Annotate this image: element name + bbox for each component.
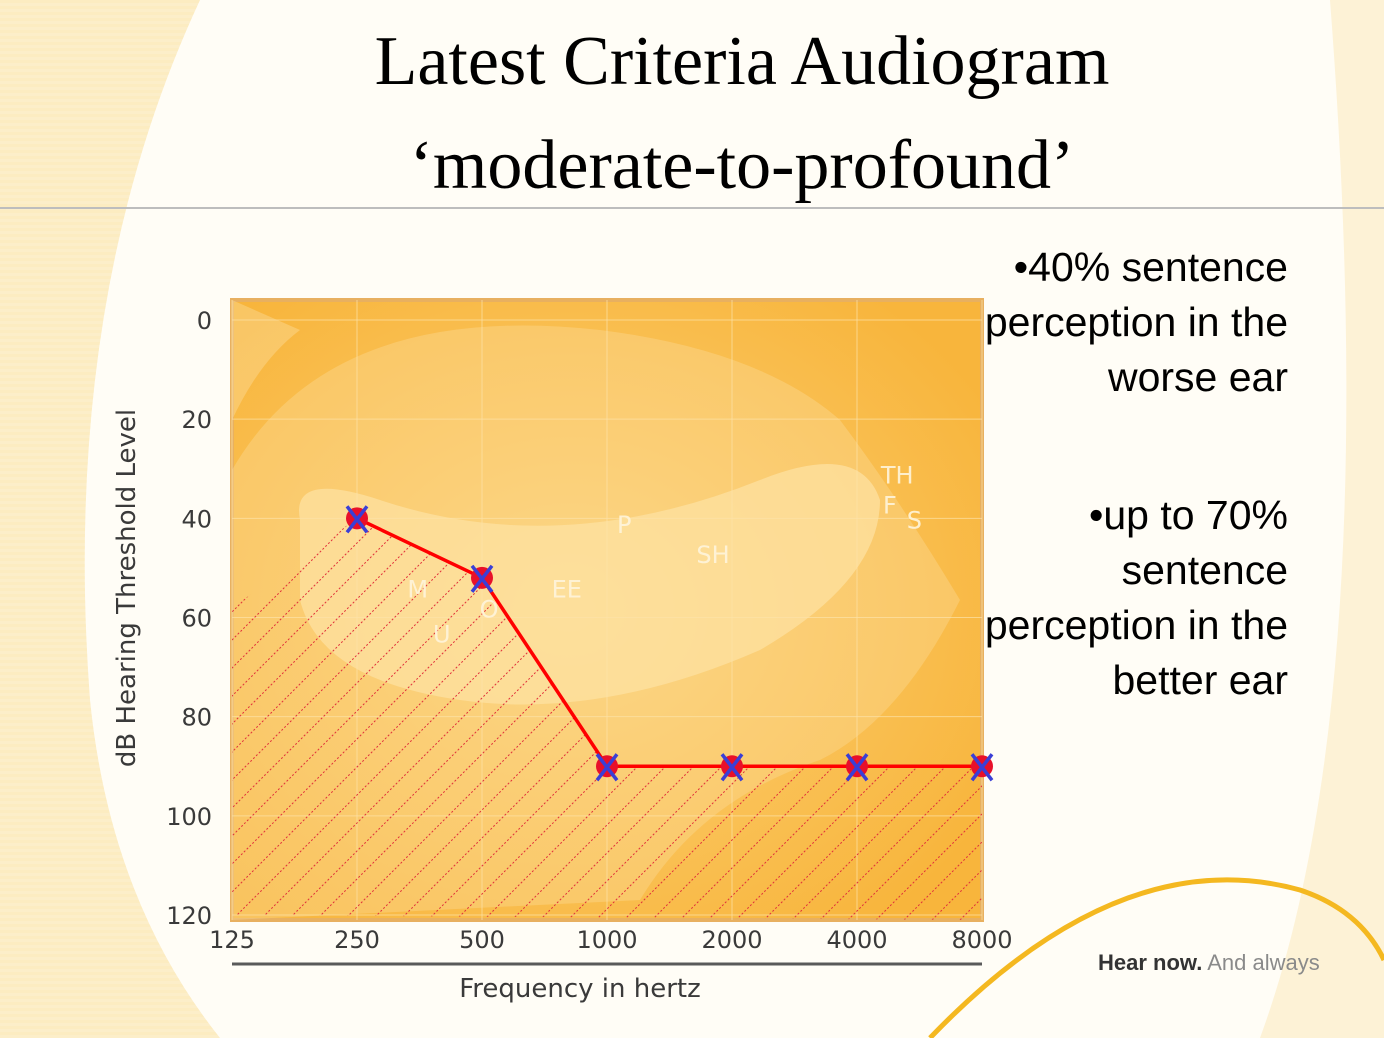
hatch-line	[287, 518, 939, 920]
x-tick-label: 250	[334, 926, 380, 954]
data-point-x	[970, 753, 994, 782]
brand-arc	[928, 877, 1384, 1038]
hatched-region	[0, 270, 1384, 920]
y-tick-label: 120	[166, 902, 212, 930]
speech-label: EE	[552, 576, 582, 604]
hatch-line	[343, 518, 982, 920]
hatch-line	[232, 518, 855, 920]
threshold-series	[345, 505, 994, 782]
data-point-x	[720, 753, 744, 782]
hatch-line	[763, 518, 982, 920]
hatch-line	[427, 518, 982, 920]
hatch-line	[232, 518, 827, 920]
data-point-x	[345, 505, 369, 534]
data-point-x	[470, 564, 494, 593]
data-point	[345, 505, 369, 534]
hatch-line	[707, 518, 982, 920]
y-axis-label: dB Hearing Threshold Level	[112, 409, 142, 767]
threshold-line	[356, 516, 982, 768]
data-point	[845, 753, 869, 782]
data-point	[470, 564, 494, 593]
grid-lines	[231, 300, 983, 920]
hatch-line	[483, 518, 982, 920]
hatch-line	[931, 518, 982, 920]
speech-label: TH	[880, 462, 914, 490]
speech-label: P	[617, 511, 631, 539]
hatch-line	[259, 518, 911, 920]
speech-label: U	[433, 620, 451, 648]
hatch-line	[1044, 270, 1384, 920]
hatch-line	[511, 518, 982, 920]
x-tick-label: 125	[209, 926, 255, 954]
data-point	[595, 753, 619, 782]
hatch-line	[455, 518, 982, 920]
data-point	[720, 753, 744, 782]
bullet-worse-ear: •40% sentence perception in the worse ea…	[984, 244, 1288, 400]
hatch-line	[232, 518, 799, 920]
hatch-line	[371, 518, 982, 920]
slide-title-line2: ‘moderate-to-profound’	[409, 127, 1075, 204]
hatch-line	[315, 518, 967, 920]
hatch-line	[988, 270, 1384, 920]
hatch-line	[595, 518, 982, 920]
y-tick-label: 40	[181, 505, 212, 533]
speech-label: SH	[696, 541, 729, 569]
brand-tagline-light: And always	[1202, 950, 1320, 975]
hatch-line	[1128, 270, 1384, 920]
data-point-x	[845, 753, 869, 782]
y-tick-label: 60	[181, 605, 212, 633]
hatch-line	[819, 518, 982, 920]
x-tick-label: 500	[459, 926, 505, 954]
hatch-line	[791, 518, 982, 920]
speech-label: F	[883, 491, 897, 519]
y-tick-label: 80	[181, 704, 212, 732]
speech-banana	[299, 464, 880, 705]
speech-label: S	[907, 506, 922, 534]
brand-tagline: Hear now. And always	[1098, 950, 1320, 976]
hatch-line	[567, 518, 982, 920]
data-point	[970, 753, 994, 782]
y-tick-labels: 0 20 40 60 80 100 120	[166, 307, 212, 930]
x-tick-label: 4000	[826, 926, 887, 954]
hatch-line	[539, 518, 982, 920]
x-axis-label: Frequency in hertz	[459, 974, 701, 1004]
hatch-line	[679, 518, 982, 920]
y-tick-label: 0	[197, 307, 212, 335]
speech-label: O	[480, 596, 499, 624]
hatch-line	[232, 518, 883, 920]
hatch-line	[1100, 270, 1384, 920]
x-tick-label: 2000	[701, 926, 762, 954]
slide-title-line1: Latest Criteria Audiogram	[374, 23, 1110, 100]
hatch-line	[735, 518, 982, 920]
hatch-line	[0, 270, 182, 920]
brand-tagline-bold: Hear now.	[1098, 950, 1203, 975]
hatch-line	[399, 518, 982, 920]
hatch-line	[1016, 270, 1384, 920]
hatch-line	[651, 518, 982, 920]
data-point-x	[595, 753, 619, 782]
y-tick-label: 100	[166, 803, 212, 831]
x-tick-labels: 125 250 500 1000 2000 4000 8000	[209, 926, 1012, 954]
x-tick-label: 1000	[576, 926, 637, 954]
bullet-better-ear: •up to 70% sentence perception in the be…	[984, 492, 1288, 703]
hatch-line	[623, 518, 982, 920]
hatch-line	[959, 518, 982, 920]
x-tick-label: 8000	[951, 926, 1012, 954]
y-tick-label: 20	[181, 406, 212, 434]
hatch-line	[847, 518, 982, 920]
hatch-line	[1072, 270, 1384, 920]
speech-label: M	[407, 576, 428, 604]
